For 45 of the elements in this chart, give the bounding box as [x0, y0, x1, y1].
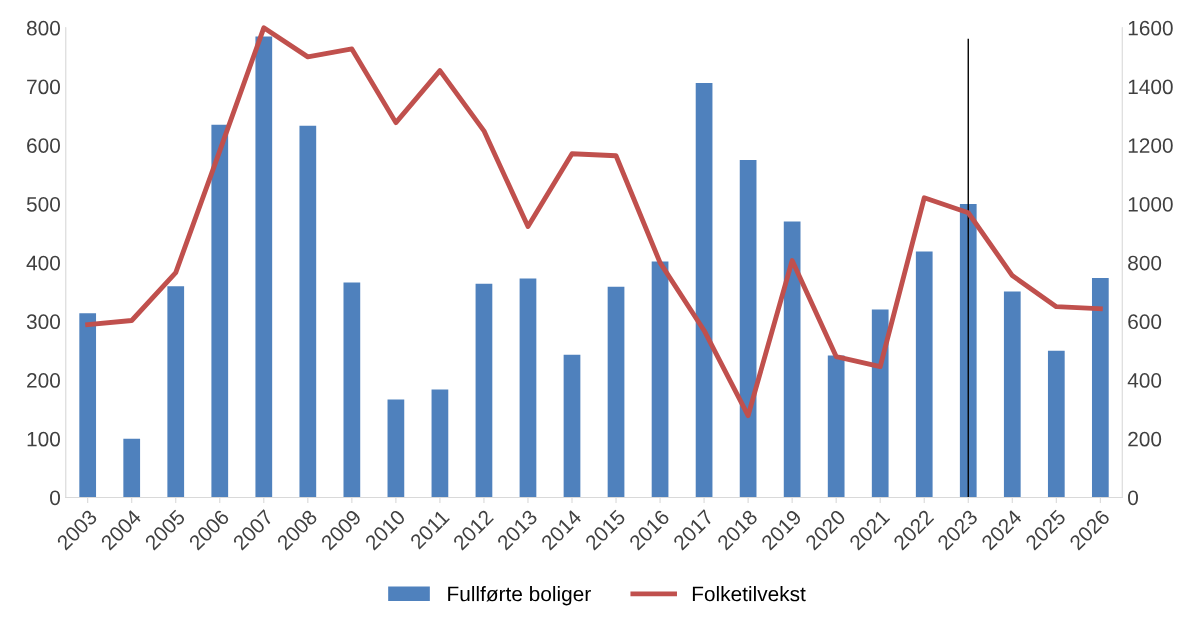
y-tick-label: 100: [27, 431, 60, 447]
bar: [871, 309, 889, 498]
bar: [915, 251, 933, 498]
bar: [1047, 350, 1065, 498]
bar: [211, 124, 229, 498]
y-tick-label: 0: [50, 490, 60, 506]
y-tick-label: 400: [26, 255, 60, 271]
bar: [783, 221, 801, 498]
y-tick-label: 200: [27, 373, 60, 388]
bar: [1091, 277, 1109, 498]
legend-label: Fullførte boliger: [448, 586, 591, 606]
y-tick-label: 700: [27, 79, 60, 95]
y2-tick-label: 1200: [1128, 138, 1173, 153]
line-series: [85, 25, 1103, 419]
y-tick-label: 300: [26, 314, 60, 330]
bar: [695, 83, 713, 498]
y2-tick-label: 600: [1128, 314, 1162, 330]
y2-tick-label: 400: [1127, 373, 1162, 388]
y2-tick-label: 800: [1128, 255, 1162, 271]
bar: [607, 286, 625, 498]
y2-tick-label: 1600: [1128, 20, 1173, 36]
legend-label: Folketilvekst: [692, 586, 806, 602]
bar: [123, 438, 141, 498]
bar: [475, 283, 493, 498]
bar: [167, 286, 185, 498]
bar: [827, 355, 845, 498]
y2-tick-label: 1400: [1128, 79, 1173, 95]
bar: [739, 159, 757, 498]
bar: [299, 125, 317, 498]
bar: [651, 261, 669, 498]
y-tick-label: 800: [26, 20, 60, 36]
bar: [959, 203, 977, 498]
bar: [563, 354, 581, 498]
bar: [1003, 291, 1021, 498]
y2-tick-label: 200: [1128, 431, 1162, 447]
y2-tick-label: 0: [1128, 490, 1138, 506]
bar: [387, 399, 405, 498]
bar: [255, 36, 273, 498]
bar: [79, 313, 97, 498]
bar: [519, 278, 537, 498]
bar: [343, 282, 361, 498]
y-tick-label: 600: [27, 138, 60, 153]
y2-tick-label: 1000: [1128, 196, 1173, 212]
bar: [431, 389, 449, 498]
y-tick-label: 500: [26, 196, 60, 212]
